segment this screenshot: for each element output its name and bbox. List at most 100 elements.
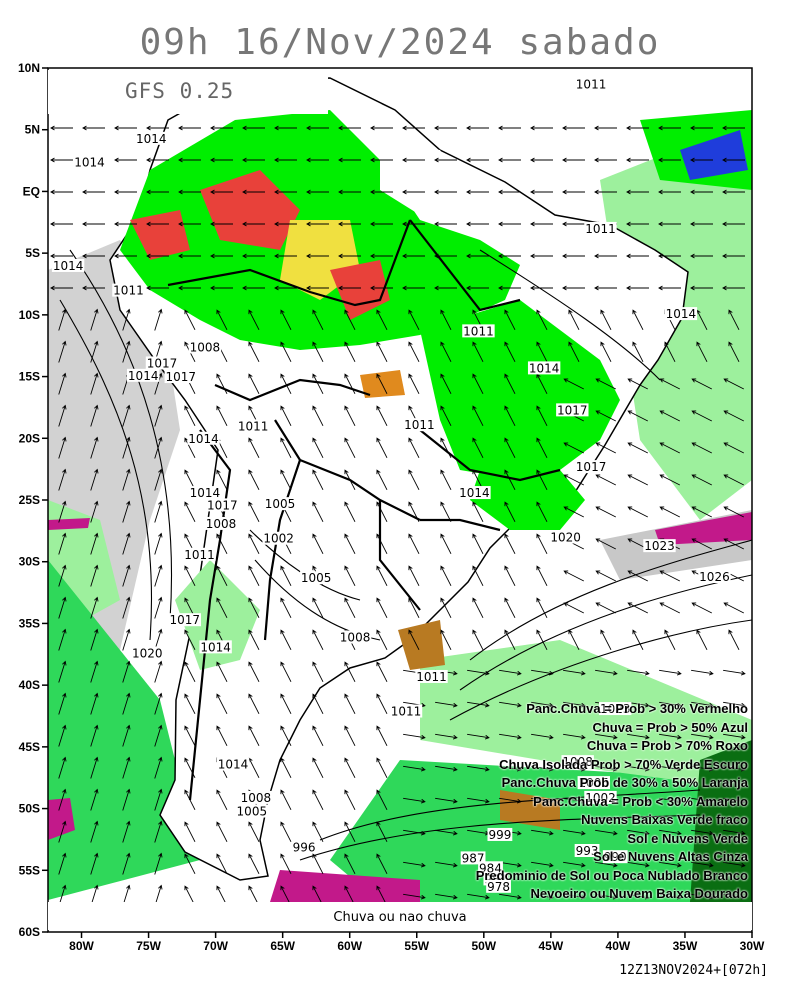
wind-arrow bbox=[280, 853, 292, 875]
wind-arrow bbox=[723, 893, 746, 900]
isobar-label-bg bbox=[263, 497, 297, 511]
wind-arrows bbox=[50, 125, 746, 907]
isobar-label-bg bbox=[338, 630, 372, 644]
wind-arrow bbox=[344, 757, 356, 779]
legend-item: Nevoeiro ou Nuvem Baixa Dourado bbox=[530, 886, 748, 901]
wind-arrow bbox=[626, 157, 649, 163]
wind-arrow bbox=[691, 861, 714, 868]
isobar-label: 1011 bbox=[585, 222, 616, 236]
wind-arrow bbox=[600, 341, 612, 363]
lon-tick-label: 40W bbox=[606, 939, 631, 953]
wind-arrow bbox=[216, 405, 228, 427]
isobar-label: 1008 bbox=[190, 340, 221, 354]
isobar-label-bg bbox=[389, 704, 423, 718]
wind-arrow bbox=[563, 442, 585, 454]
wind-arrow bbox=[338, 157, 361, 163]
wind-arrow bbox=[402, 157, 425, 163]
wind-arrow bbox=[723, 861, 746, 868]
wind-arrow bbox=[312, 661, 324, 683]
isobar-label: 1023 bbox=[644, 539, 675, 553]
wind-arrow bbox=[154, 692, 163, 715]
wind-arrow bbox=[691, 733, 714, 740]
wind-arrow bbox=[536, 565, 548, 587]
wind-arrow bbox=[728, 629, 740, 651]
wind-arrow bbox=[154, 564, 163, 587]
wind-arrow bbox=[312, 469, 324, 491]
wind-arrow bbox=[600, 629, 612, 651]
wind-arrow bbox=[498, 285, 521, 291]
wind-arrow bbox=[563, 701, 586, 708]
isobar-label-bg bbox=[164, 370, 197, 384]
wind-arrow bbox=[440, 469, 452, 491]
wind-arrow bbox=[536, 405, 548, 427]
wind-arrow bbox=[58, 788, 67, 811]
wind-arrow bbox=[58, 756, 67, 779]
wind-arrow bbox=[58, 628, 67, 651]
wind-arrow bbox=[536, 469, 548, 491]
wind-arrow bbox=[536, 437, 548, 459]
wind-arrow bbox=[344, 533, 356, 555]
wind-arrow bbox=[90, 436, 99, 459]
wind-arrow bbox=[531, 733, 554, 740]
wind-arrow bbox=[90, 564, 99, 587]
wind-arrow bbox=[531, 797, 554, 804]
wind-arrow bbox=[216, 661, 228, 683]
wind-arrow bbox=[216, 373, 228, 395]
wind-arrow bbox=[498, 253, 521, 259]
wind-arrow bbox=[402, 125, 425, 131]
wind-arrow bbox=[659, 442, 681, 454]
wind-arrow bbox=[50, 125, 73, 131]
wind-arrow bbox=[242, 285, 265, 291]
wind-arrow bbox=[312, 405, 324, 427]
wind-arrow bbox=[466, 221, 489, 227]
wind-arrow bbox=[562, 285, 585, 291]
wind-arrow bbox=[658, 189, 681, 195]
isobar-label: 1014 bbox=[53, 259, 84, 273]
isobar-label: 1014 bbox=[459, 486, 490, 500]
wind-arrow bbox=[435, 861, 458, 868]
wind-arrow bbox=[594, 125, 617, 131]
wind-arrow bbox=[595, 442, 617, 454]
wind-arrow bbox=[691, 378, 713, 390]
wind-arrow bbox=[210, 157, 233, 163]
wind-arrow bbox=[122, 500, 131, 523]
wind-arrow bbox=[146, 189, 169, 195]
wind-arrow bbox=[312, 597, 324, 619]
wind-arrow bbox=[632, 629, 644, 651]
isobar-label-bg bbox=[458, 486, 491, 500]
wind-arrow bbox=[536, 597, 548, 619]
wind-arrow bbox=[595, 570, 617, 582]
wind-arrow bbox=[312, 789, 324, 811]
wind-arrow bbox=[376, 469, 388, 491]
wind-arrow bbox=[216, 533, 228, 555]
isobar-label: 1026 bbox=[699, 570, 730, 584]
wind-arrow bbox=[627, 893, 650, 900]
wind-arrow bbox=[563, 474, 585, 486]
wind-arrow bbox=[536, 309, 548, 331]
isobar-label: 1008 bbox=[206, 517, 237, 531]
wind-arrow bbox=[499, 733, 522, 740]
isobar-label: 1011 bbox=[184, 548, 215, 562]
wind-arrow bbox=[90, 340, 99, 363]
wind-arrow bbox=[658, 157, 681, 163]
wind-arrow bbox=[408, 309, 420, 331]
lat-tick-label: 20S bbox=[19, 431, 40, 445]
wind-arrow bbox=[659, 733, 682, 740]
wind-arrow bbox=[466, 157, 489, 163]
isobar-label-bg bbox=[584, 790, 617, 804]
legend-item: Chuva = Prob > 50% Azul bbox=[592, 719, 748, 735]
isobar-label-bg bbox=[262, 531, 295, 545]
wind-arrow bbox=[467, 797, 490, 804]
wind-arrow bbox=[434, 189, 457, 195]
isobar-label-bg bbox=[577, 776, 610, 790]
wind-arrow bbox=[376, 757, 388, 779]
wind-arrow bbox=[154, 436, 163, 459]
wind-arrow bbox=[50, 253, 73, 259]
wind-arrow bbox=[280, 309, 292, 331]
wind-arrow bbox=[184, 629, 196, 651]
wind-arrow bbox=[248, 469, 260, 491]
wind-arrow bbox=[594, 189, 617, 195]
wind-arrow bbox=[627, 861, 650, 868]
isobar-label-bg bbox=[574, 460, 608, 474]
